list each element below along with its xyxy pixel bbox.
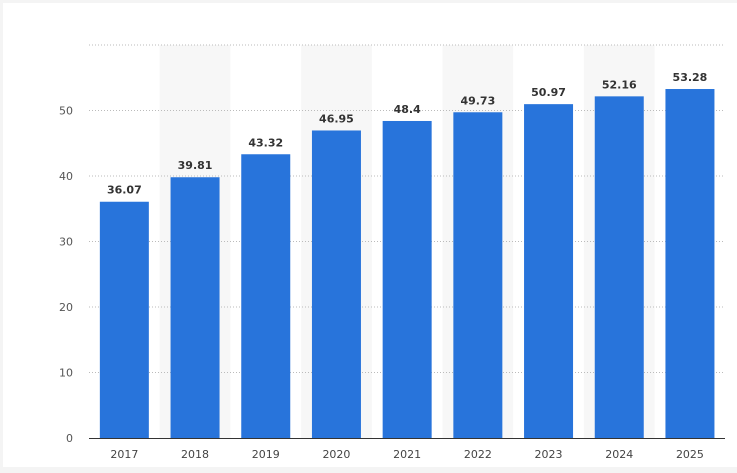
data-labels: 36.07 39.81 43.32 46.95 48.4 49.73 50.97 52.16 5…	[107, 71, 707, 197]
y-tick-label: 30	[59, 236, 73, 249]
bar-2024	[594, 96, 644, 439]
x-tick-label-2018: 2018	[181, 448, 209, 461]
data-label-2023: 50.97	[531, 86, 566, 99]
bar-2017	[99, 201, 149, 438]
data-label-2020: 46.95	[319, 112, 354, 125]
x-tick-label-2021: 2021	[393, 448, 421, 461]
bar-2022	[453, 112, 503, 439]
bar-2025	[665, 89, 715, 439]
data-label-2018: 39.81	[178, 159, 213, 172]
data-label-2022: 49.73	[460, 94, 495, 107]
y-tick-label: 40	[59, 170, 73, 183]
bar-2019	[241, 154, 291, 438]
chart-card: 0 10 20 30 40 50 36.07 39.81 43.32 46.95 48.4 49.7…	[3, 3, 737, 467]
x-tick-label-2020: 2020	[322, 448, 350, 461]
data-label-2017: 36.07	[107, 184, 142, 197]
y-tick-label: 0	[66, 432, 73, 445]
x-tick-label-2017: 2017	[110, 448, 138, 461]
x-tick-label-2022: 2022	[464, 448, 492, 461]
bar-2023	[524, 104, 574, 439]
data-label-2021: 48.4	[394, 103, 421, 116]
x-axis-ticks: 2017 2018 2019 2020 2021 2022 2023 2024 2025	[110, 448, 704, 461]
bars	[99, 89, 715, 439]
x-tick-label-2024: 2024	[605, 448, 633, 461]
x-tick-label-2019: 2019	[252, 448, 280, 461]
data-label-2019: 43.32	[248, 136, 283, 149]
y-tick-label: 50	[59, 105, 73, 118]
data-label-2024: 52.16	[602, 78, 637, 91]
y-axis-ticks: 0 10 20 30 40 50	[59, 105, 73, 446]
bar-2018	[170, 177, 220, 438]
y-tick-label: 20	[59, 301, 73, 314]
bar-2021	[382, 120, 432, 438]
x-tick-label-2025: 2025	[676, 448, 704, 461]
y-tick-label: 10	[59, 367, 73, 380]
x-tick-label-2023: 2023	[535, 448, 563, 461]
bar-chart: 0 10 20 30 40 50 36.07 39.81 43.32 46.95 48.4 49.7…	[59, 44, 725, 461]
bar-2020	[311, 130, 361, 438]
data-label-2025: 53.28	[673, 71, 708, 84]
